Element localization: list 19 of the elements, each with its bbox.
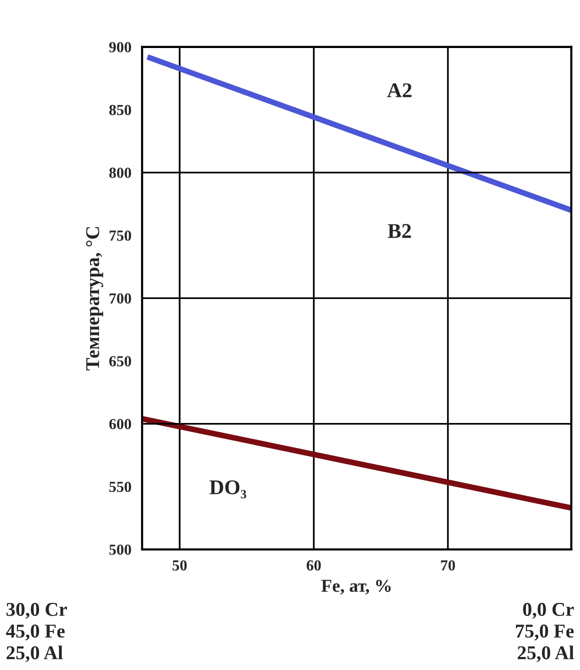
- y-tick-label: 800: [109, 168, 132, 178]
- y-tick-label: 750: [110, 230, 132, 241]
- x-tick-label: 70: [441, 560, 455, 571]
- x-tick-label: 60: [306, 560, 321, 571]
- x-axis-title: Fe, ат, %: [321, 580, 391, 595]
- y-tick-label: 900: [109, 42, 132, 52]
- x-tick-label: 50: [172, 560, 187, 571]
- annotation: A2: [387, 83, 412, 98]
- text: 30,0 Cr 45,0 Fe 25,0 Al: [6, 602, 67, 662]
- y-tick-label: 500: [109, 544, 132, 555]
- y-tick-label: 700: [110, 293, 132, 304]
- annotation: B2: [388, 224, 411, 238]
- y-tick-label: 850: [109, 104, 132, 116]
- y-axis-title: Температура, °С: [86, 227, 104, 370]
- y-tick-label: 600: [109, 418, 132, 430]
- y-tick-label: 550: [109, 482, 132, 492]
- annotation: DO₃: [210, 480, 246, 498]
- y-tick-label: 650: [109, 356, 132, 366]
- text: 0,0 Cr 75,0 Fe 25,0 Al: [516, 602, 574, 662]
